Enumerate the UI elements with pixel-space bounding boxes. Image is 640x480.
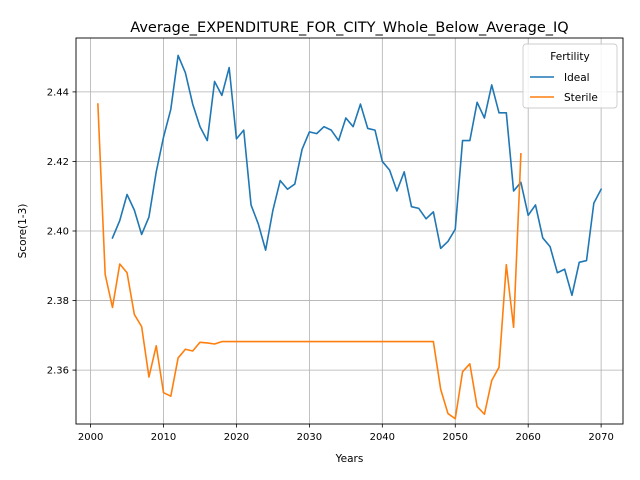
- legend-label-ideal: Ideal: [564, 72, 590, 84]
- y-tick-label: 2.44: [47, 88, 69, 99]
- x-tick-label: 2060: [515, 432, 540, 443]
- y-axis: 2.36 2.38 2.40 2.42 2.44: [47, 88, 76, 377]
- y-axis-label: Score(1-3): [17, 204, 29, 259]
- y-tick-label: 2.38: [47, 296, 69, 307]
- series-lines: [97, 54, 603, 420]
- x-tick-label: 2020: [224, 432, 249, 443]
- legend: Fertility Ideal Sterile: [522, 43, 618, 109]
- legend-box: [522, 43, 618, 109]
- legend-title: Fertility: [550, 51, 589, 63]
- chart-title: Average_EXPENDITURE_FOR_CITY_Whole_Below…: [130, 20, 568, 36]
- x-tick-label: 2000: [78, 432, 103, 443]
- y-tick-label: 2.36: [47, 366, 69, 377]
- y-tick-label: 2.40: [47, 227, 69, 238]
- legend-label-sterile: Sterile: [564, 92, 598, 104]
- series-line-sterile: [97, 103, 522, 420]
- x-tick-label: 2010: [151, 432, 176, 443]
- x-tick-label: 2050: [443, 432, 468, 443]
- x-tick-label: 2070: [588, 432, 613, 443]
- y-tick-label: 2.42: [47, 157, 69, 168]
- x-tick-label: 2040: [370, 432, 395, 443]
- x-axis-label: Years: [335, 453, 364, 465]
- x-axis: 2000 2010 2020 2030 2040 2050 2060 2070: [78, 424, 614, 443]
- x-tick-label: 2030: [297, 432, 322, 443]
